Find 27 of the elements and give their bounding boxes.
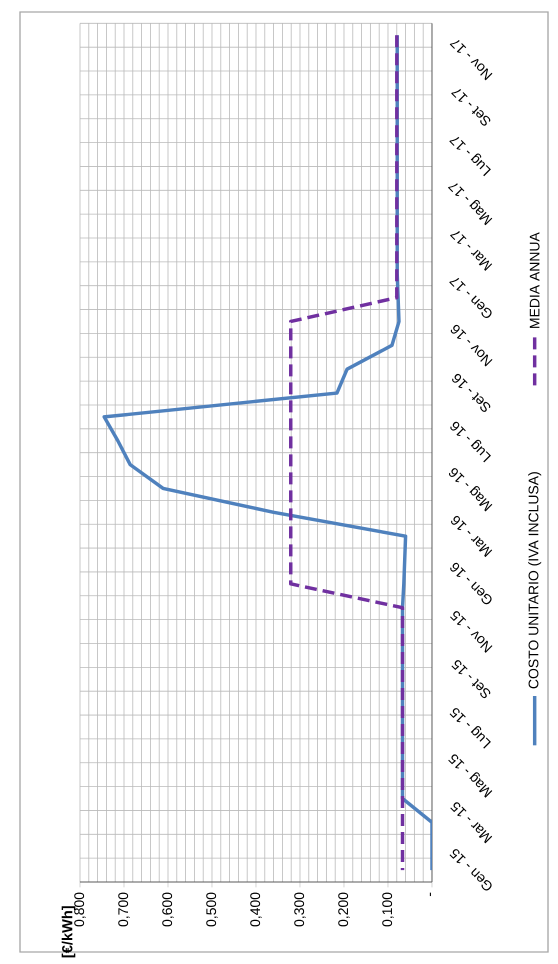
y-tick-label: Mar - 16: [451, 516, 492, 558]
x-tick-label: 0,700: [118, 892, 130, 926]
y-tick-label: Set - 17: [451, 88, 490, 126]
y-axis-title: [€/kWh]: [62, 906, 76, 958]
y-tick-label: Gen - 15: [450, 849, 492, 890]
x-tick-label: -: [430, 892, 431, 896]
x-tick-label: 0,100: [382, 892, 394, 926]
x-tick-label: 0,300: [294, 892, 306, 926]
x-tick-label: 0,600: [162, 892, 174, 926]
x-tick-label: 0,200: [338, 892, 350, 926]
y-tick-label: Lug - 15: [450, 708, 491, 749]
y-tick-label: Nov - 17: [450, 40, 492, 80]
y-tick-label: Gen - 16: [450, 562, 492, 604]
x-tick-label: 0,500: [206, 892, 218, 926]
y-tick-label: Lug - 16: [450, 422, 491, 462]
text: MEDIA ANNUA: [530, 232, 540, 328]
x-tick-label: 0,400: [250, 892, 262, 926]
y-tick-label: Mar - 17: [450, 231, 492, 271]
y-tick-label: Nov - 16: [450, 324, 492, 367]
y-tick-label: Nov - 15: [450, 611, 492, 653]
y-tick-label: Lug - 17: [449, 136, 491, 176]
y-tick-label: Gen - 17: [449, 278, 492, 318]
y-tick-label: Set - 15: [451, 660, 490, 698]
text: COSTO UNITARIO (IVA INCLUSA): [528, 472, 542, 688]
y-tick-label: Set - 16: [452, 374, 490, 412]
x-tick-label: 0,800: [74, 892, 86, 926]
y-tick-label: Mar - 15: [450, 802, 492, 844]
